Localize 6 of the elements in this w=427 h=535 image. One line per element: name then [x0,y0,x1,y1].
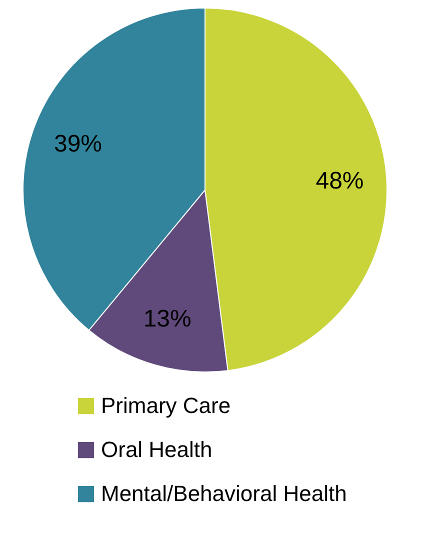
legend-label: Mental/Behavioral Health [101,481,347,506]
data-label: 48% [316,168,364,195]
data-label: 13% [143,306,192,333]
legend-label: Oral Health [101,437,212,462]
data-label: 39% [54,130,102,158]
legend-label: Primary Care [101,393,231,418]
